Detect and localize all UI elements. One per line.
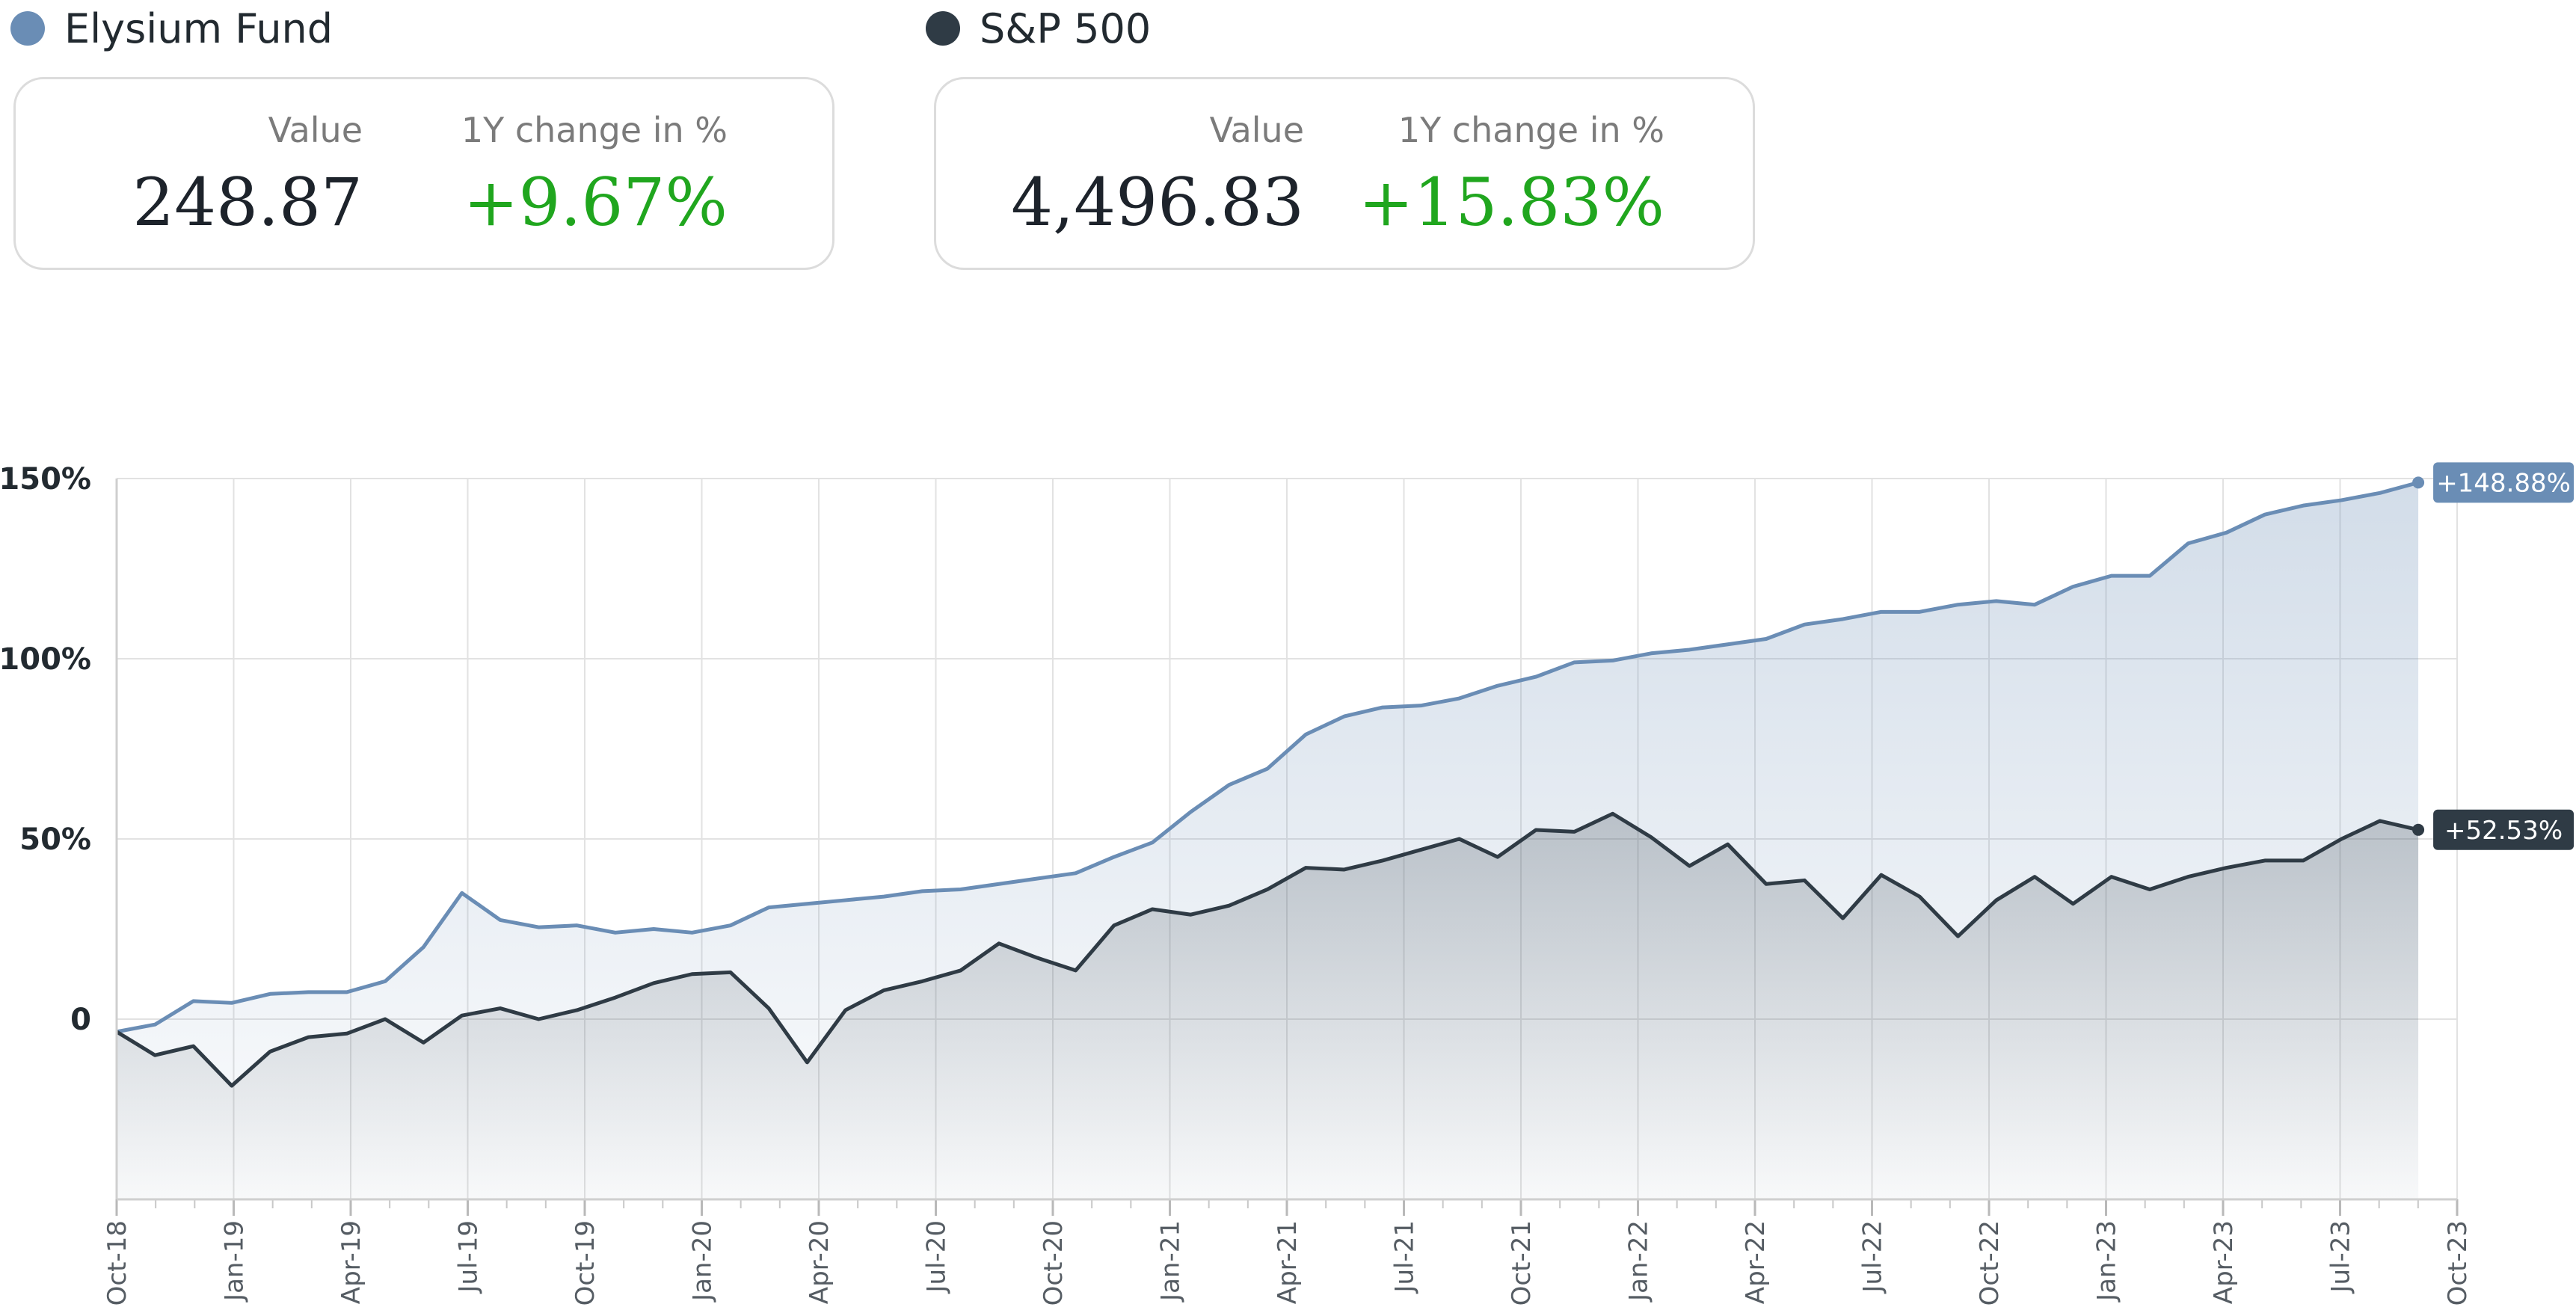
x-tick-label: Jan-23	[2092, 1220, 2122, 1303]
legend-dot-fund	[10, 11, 45, 46]
fund-end-label: +148.88%	[2436, 468, 2571, 498]
x-tick-label: Jul-21	[1390, 1220, 1420, 1294]
x-tick-label: Oct-22	[1975, 1220, 2005, 1306]
x-tick-label: Apr-22	[1741, 1220, 1771, 1304]
axis-layer	[115, 479, 2459, 1216]
x-tick-label: Apr-20	[805, 1220, 834, 1304]
fund-end-label-box	[2433, 462, 2575, 503]
x-tick-label: Oct-18	[102, 1220, 132, 1306]
legend-label-fund: Elysium Fund	[64, 4, 333, 52]
x-tick-label: Jul-19	[454, 1220, 484, 1294]
index-change-value: +15.83%	[1358, 164, 1664, 241]
y-tick-label: 50%	[19, 822, 91, 857]
y-tick-label: 100%	[0, 642, 91, 677]
index-value: 4,496.83	[1011, 164, 1304, 241]
fund-value-label: Value	[268, 110, 363, 150]
legend-label-index: S&P 500	[980, 4, 1152, 52]
index-end-label-box	[2433, 809, 2575, 850]
y-tick-label: 0	[70, 1003, 91, 1037]
x-tick-label: Jan-20	[688, 1220, 718, 1303]
index-area	[117, 814, 2419, 1199]
fund-line-end-dot	[2412, 476, 2425, 489]
fund-change-label: 1Y change in %	[461, 110, 728, 150]
x-tick-label: Jul-22	[1858, 1220, 1888, 1294]
label-layer: 150% 100% 50% 0 Oct-18 Jan-19 Apr-19 Jul-19 Oct-…	[0, 462, 2575, 1306]
y-tick-label: 150%	[0, 462, 91, 496]
x-tick-label: Apr-21	[1273, 1220, 1303, 1304]
index-line	[115, 811, 2419, 1088]
area-layer	[117, 482, 2419, 1199]
x-tick-label: Apr-19	[336, 1220, 366, 1304]
x-tick-label: Jan-19	[220, 1220, 250, 1303]
index-value-column: Value 4,496.83	[1011, 108, 1304, 247]
fund-summary-card: Value 248.87 1Y change in % +9.67%	[13, 77, 834, 270]
fund-value: 248.87	[132, 164, 363, 241]
x-tick-label: Jan-22	[1624, 1220, 1654, 1303]
x-tick-label: Oct-23	[2443, 1220, 2473, 1306]
x-tick-label: Oct-19	[571, 1220, 600, 1306]
legend-dot-index	[926, 11, 960, 46]
fund-line	[116, 480, 2419, 1034]
x-tick-label: Oct-20	[1039, 1220, 1069, 1306]
x-tick-label: Oct-21	[1507, 1220, 1537, 1306]
legend-item-index[interactable]: S&P 500	[926, 0, 1151, 57]
fund-change-column: 1Y change in % +9.67%	[461, 108, 728, 247]
x-tick-label: Jan-21	[1156, 1220, 1186, 1303]
index-change-label: 1Y change in %	[1398, 110, 1664, 150]
index-value-label: Value	[1209, 110, 1304, 150]
x-tick-label: Apr-23	[2209, 1220, 2239, 1304]
fund-value-column: Value 248.87	[132, 108, 363, 247]
index-change-column: 1Y change in % +15.83%	[1359, 108, 1664, 247]
fund-change-value: +9.67%	[463, 164, 728, 241]
x-tick-label: Jul-20	[922, 1220, 952, 1294]
index-end-label: +52.53%	[2444, 816, 2563, 846]
index-line-end-dot	[2412, 823, 2425, 836]
index-summary-card: Value 4,496.83 1Y change in % +15.83%	[934, 77, 1755, 270]
legend-item-fund[interactable]: Elysium Fund	[10, 0, 333, 57]
line-layer	[115, 476, 2425, 1088]
x-tick-label: Jul-23	[2326, 1220, 2356, 1294]
